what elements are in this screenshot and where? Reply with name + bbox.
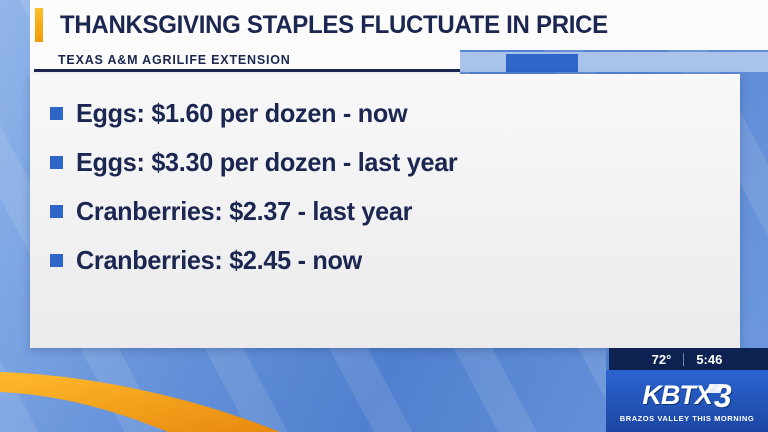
weather-bar-accent — [606, 348, 609, 370]
list-card: Eggs: $1.60 per dozen - now Eggs: $3.30 … — [30, 74, 740, 348]
title-accent-bar — [35, 8, 43, 42]
clock-readout: 5:46 — [696, 351, 723, 367]
bullet-square-icon — [50, 107, 63, 120]
weather-divider — [683, 352, 685, 366]
subtitle-strip: TEXAS A&M AGRILIFE EXTENSION — [30, 50, 460, 74]
headline: THANKSGIVING STAPLES FLUCTUATE IN PRICE — [60, 10, 608, 39]
station-bug: 72° 5:46 KBTX 3 BRAZOS VALLEY THIS MORNI… — [606, 348, 768, 432]
station-call-letters: KBTX — [642, 380, 712, 410]
orange-swoosh — [0, 372, 280, 432]
subtitle-underline — [34, 69, 460, 72]
weather-time-bar: 72° 5:46 — [606, 348, 768, 370]
station-logo-area: KBTX 3 BRAZOS VALLEY THIS MORNING — [606, 370, 768, 432]
station-logo: KBTX 3 — [642, 380, 731, 412]
list-item-label: Eggs: $3.30 per dozen - last year — [76, 147, 458, 177]
list-item-label: Cranberries: $2.45 - now — [76, 245, 362, 275]
bullet-square-icon — [50, 156, 63, 169]
decorative-bar-dark — [506, 54, 578, 72]
temperature-readout: 72° — [651, 351, 672, 367]
list-item: Cranberries: $2.37 - last year — [48, 187, 740, 236]
show-tagline: BRAZOS VALLEY THIS MORNING — [619, 413, 755, 423]
list-item-label: Eggs: $1.60 per dozen - now — [76, 98, 408, 128]
list-item-label: Cranberries: $2.37 - last year — [76, 196, 413, 226]
list-item: Eggs: $1.60 per dozen - now — [48, 89, 740, 138]
bullet-square-icon — [50, 205, 63, 218]
headline-banner: THANKSGIVING STAPLES FLUCTUATE IN PRICE — [30, 0, 768, 50]
flag-icon — [706, 384, 724, 393]
list-item: Eggs: $3.30 per dozen - last year — [48, 138, 740, 187]
list-item: Cranberries: $2.45 - now — [48, 236, 740, 285]
subtitle: TEXAS A&M AGRILIFE EXTENSION — [58, 53, 291, 67]
bullet-square-icon — [50, 254, 63, 267]
